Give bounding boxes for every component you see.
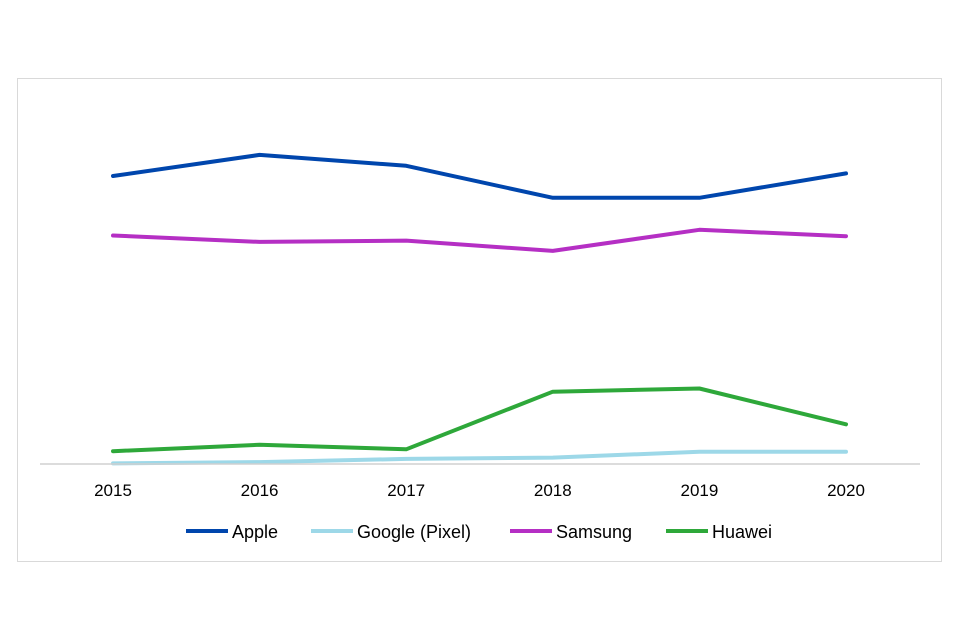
x-tick-label: 2019	[680, 481, 718, 500]
series-line-samsung	[111, 227, 848, 253]
legend-item: Samsung	[510, 522, 632, 542]
legend-item: Google (Pixel)	[311, 522, 471, 542]
series-line-huawei	[111, 386, 848, 454]
legend: Apple Google (Pixel) Samsung Huawei	[186, 522, 772, 542]
x-tick-label: 2020	[827, 481, 865, 500]
legend-item: Apple	[186, 522, 278, 542]
series-line-apple	[111, 152, 848, 200]
x-tick-label: 2016	[241, 481, 279, 500]
x-tick-label: 2015	[94, 481, 132, 500]
series-line-google-pixel	[111, 449, 848, 466]
legend-item: Huawei	[666, 522, 772, 542]
legend-label: Apple	[232, 522, 278, 542]
chart-frame	[17, 78, 942, 562]
legend-label: Samsung	[556, 522, 632, 542]
legend-label: Huawei	[712, 522, 772, 542]
x-tick-label: 2018	[534, 481, 572, 500]
x-tick-labels: 2015 2016 2017 2018 2019 2020	[94, 481, 865, 500]
series-layer	[111, 152, 848, 466]
legend-label: Google (Pixel)	[357, 522, 471, 542]
x-tick-label: 2017	[387, 481, 425, 500]
